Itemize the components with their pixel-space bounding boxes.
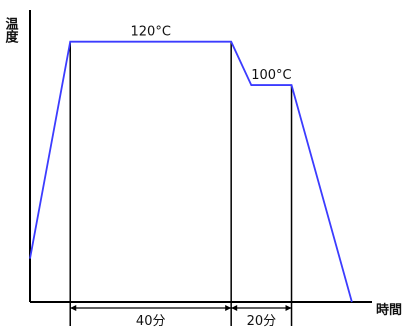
x-axis-label: 時間	[376, 302, 402, 318]
duration-label-20: 20分	[247, 314, 277, 329]
duration-dimension-40: 40分	[70, 305, 232, 329]
y-axis-label: 温度	[3, 17, 19, 44]
duration-arrow-left-40	[70, 305, 77, 311]
temperature-label-120: 120°C	[131, 25, 171, 40]
duration-arrow-left-20	[231, 305, 238, 311]
duration-arrow-right-40	[225, 305, 232, 311]
guide-lines	[69, 41, 293, 326]
duration-label-40: 40分	[136, 314, 166, 329]
duration-dimension-20: 20分	[231, 305, 292, 329]
temperature-profile-series	[29, 40, 353, 303]
duration-arrow-right-20	[285, 305, 292, 311]
temperature-label-100: 100°C	[251, 68, 291, 83]
